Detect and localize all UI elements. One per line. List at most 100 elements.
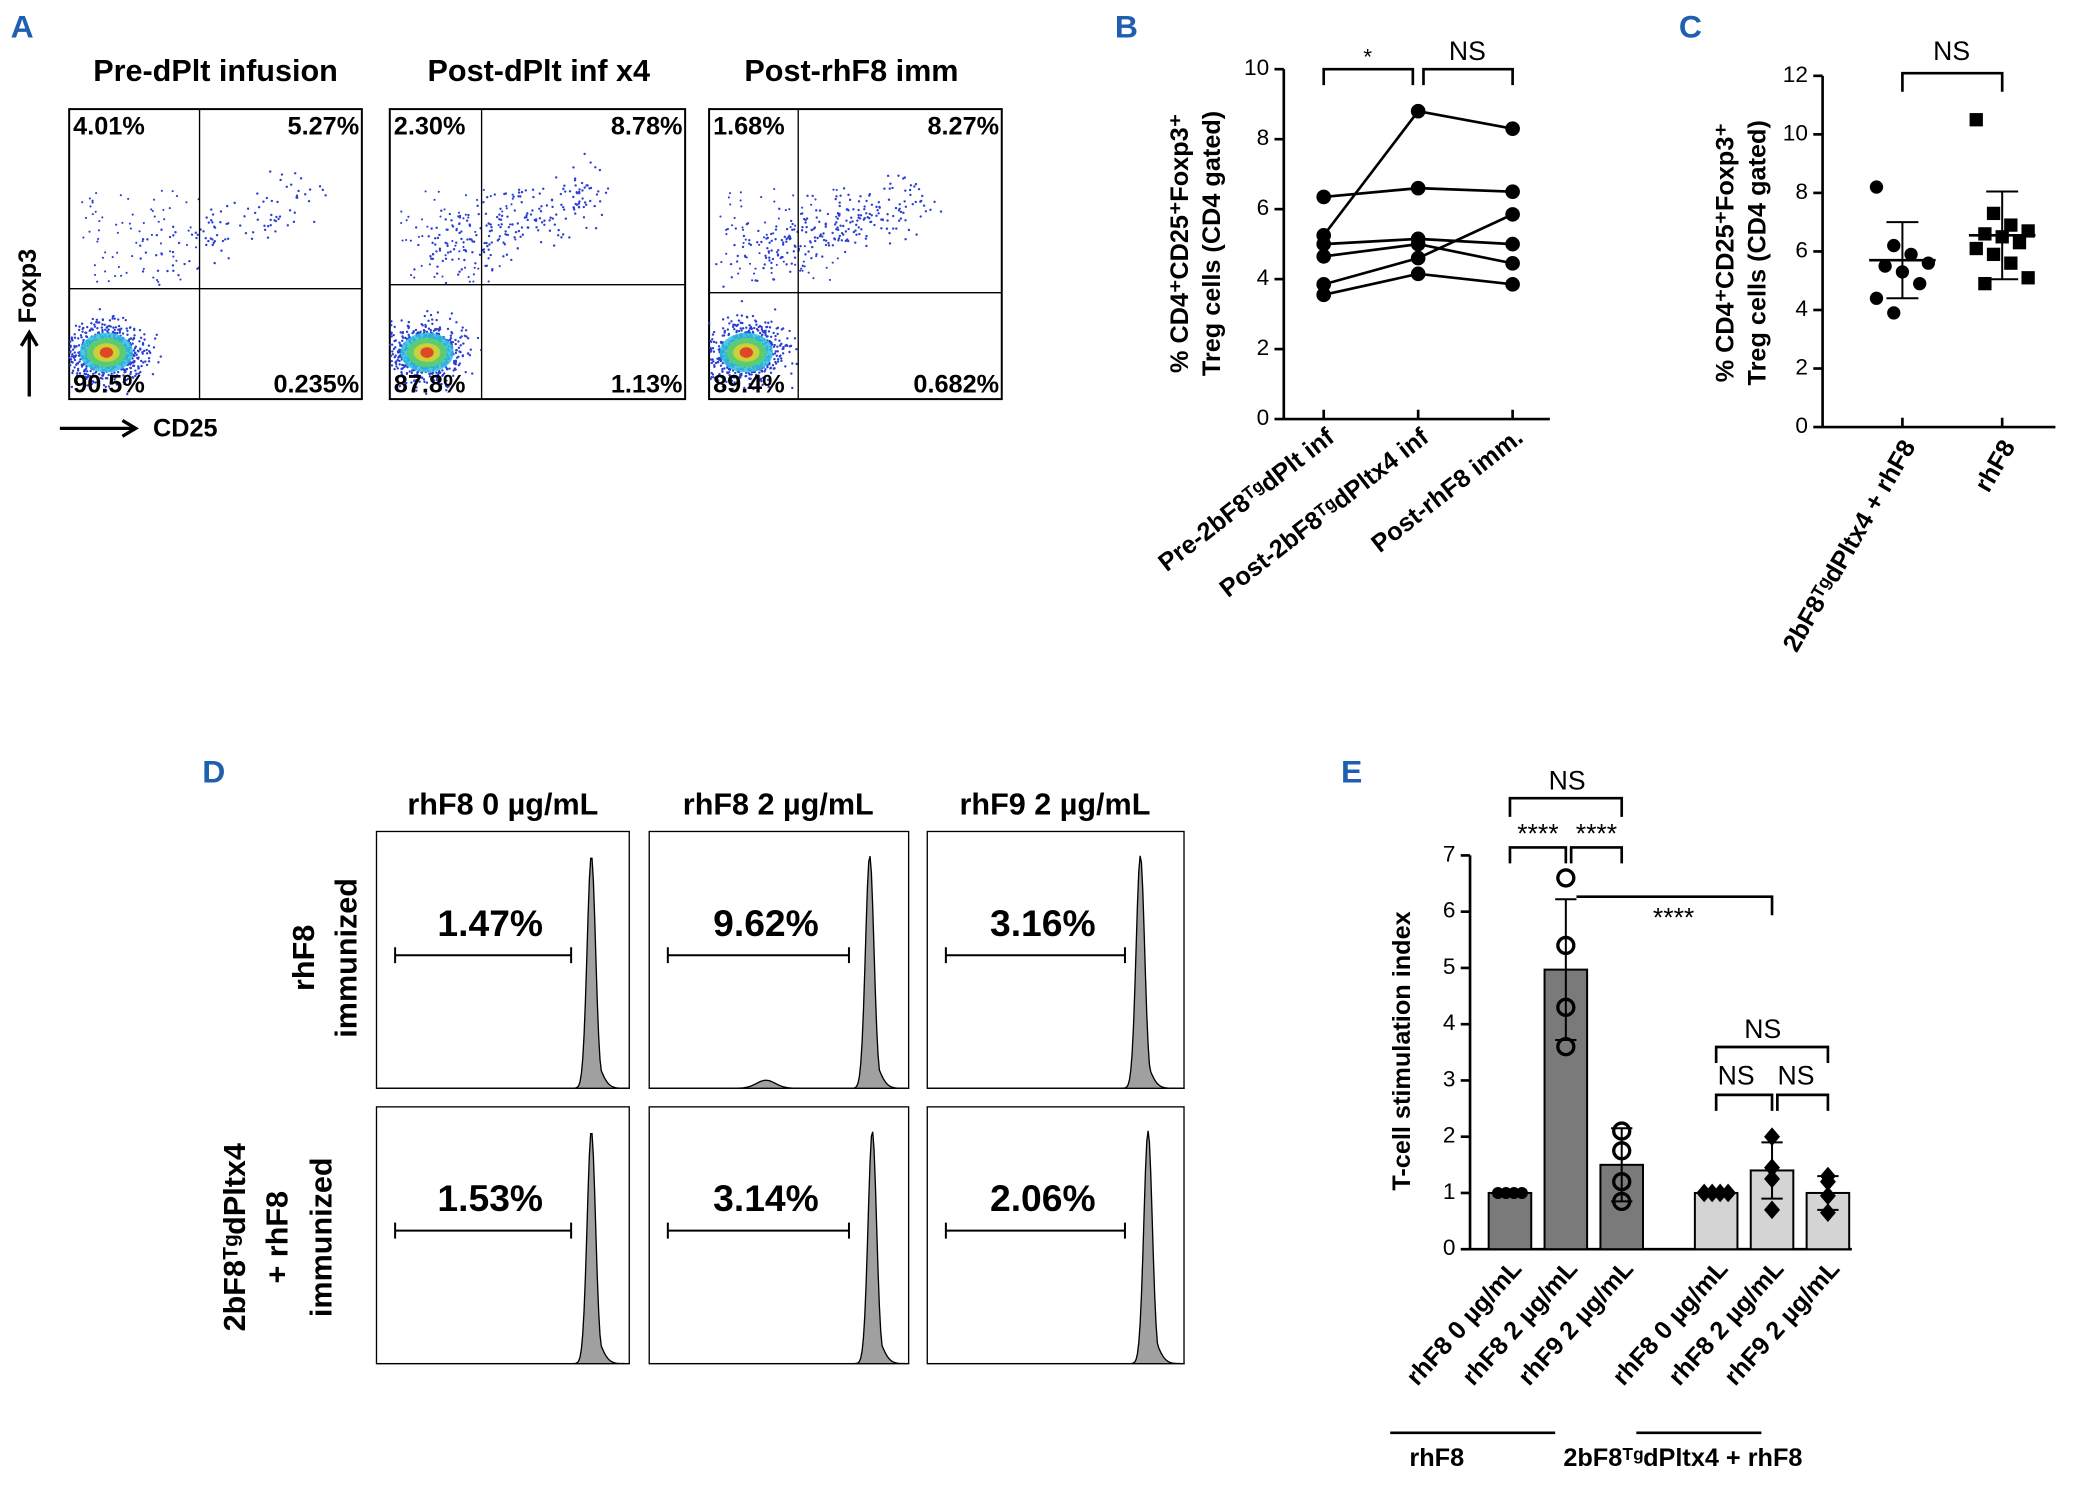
- flow-dot: [739, 372, 742, 376]
- flow-dot: [748, 238, 751, 242]
- flow-dot: [793, 337, 797, 340]
- flow-dot: [118, 329, 122, 332]
- flow-dot: [838, 234, 842, 238]
- flow-dot: [435, 250, 438, 253]
- flow-dot: [392, 333, 395, 337]
- plot-frame: [388, 108, 687, 401]
- quadrant-label: 87.8%: [394, 370, 466, 398]
- flow-dot: [831, 244, 835, 247]
- flow-dot: [731, 387, 734, 391]
- flow-dot: [432, 375, 435, 379]
- flow-dot: [827, 241, 830, 245]
- flow-dot: [500, 223, 503, 226]
- flow-dot: [857, 200, 861, 203]
- flow-dot: [437, 190, 440, 193]
- flow-dot: [908, 188, 912, 192]
- flow-dot: [764, 329, 767, 332]
- flow-dot: [709, 339, 712, 343]
- flow-dot: [563, 184, 566, 187]
- flow-dot: [110, 374, 113, 377]
- flow-dot: [219, 221, 222, 224]
- error-bar: [1886, 221, 1919, 300]
- flow-dot: [720, 261, 723, 264]
- flow-dot: [410, 381, 413, 384]
- flow-dot: [126, 329, 129, 333]
- y-axis-label: T-cell stimulation index: [1388, 911, 1416, 1190]
- flow-dot: [776, 350, 779, 353]
- flow-dot: [131, 213, 134, 216]
- significance-bracket: [1422, 67, 1514, 86]
- flow-dot: [117, 265, 120, 269]
- flow-dot: [810, 256, 813, 260]
- flow-dot: [740, 205, 743, 208]
- flow-dot: [711, 333, 715, 336]
- flow-dot: [94, 381, 97, 384]
- flow-dot: [86, 325, 89, 329]
- flow-dot: [760, 196, 763, 199]
- flow-dot: [818, 235, 822, 238]
- flow-dot: [717, 374, 721, 377]
- flow-dot: [727, 371, 731, 374]
- flow-dot: [760, 325, 763, 329]
- flow-dot: [836, 217, 839, 220]
- flow-dot: [187, 229, 190, 232]
- flow-dot: [498, 265, 501, 268]
- flow-dot: [147, 344, 151, 347]
- flow-dot: [852, 208, 855, 211]
- flow-dot: [598, 168, 602, 172]
- flow-dot: [748, 242, 751, 245]
- flow-dot: [777, 217, 780, 220]
- flow-dot: [842, 233, 845, 236]
- flow-dot: [458, 250, 461, 253]
- flow-dot: [454, 368, 457, 371]
- flow-dot: [135, 241, 138, 244]
- flow-dot: [770, 239, 773, 242]
- flow-dot: [744, 374, 748, 378]
- flow-dot: [461, 326, 464, 329]
- flow-dot: [775, 251, 778, 254]
- flow-dot: [911, 202, 914, 206]
- flow-dot: [407, 215, 410, 218]
- flow-dot: [126, 392, 129, 396]
- flow-dot: [731, 325, 735, 329]
- flow-dot: [444, 281, 448, 285]
- flow-dot: [212, 241, 215, 245]
- flow-dot: [846, 208, 849, 211]
- flow-dot: [89, 369, 92, 373]
- flow-dot: [711, 358, 714, 361]
- flow-dot: [859, 195, 862, 198]
- y-tick-label: 6: [1257, 195, 1270, 220]
- row-label: rhF8: [287, 925, 321, 991]
- flow-dot: [535, 226, 538, 229]
- flow-dot: [91, 380, 95, 383]
- flow-dot: [84, 216, 88, 220]
- flow-dot: [785, 240, 788, 243]
- flow-dot: [517, 229, 521, 233]
- flow-dot: [727, 367, 731, 371]
- flow-dot: [799, 212, 802, 216]
- flow-dot: [876, 208, 879, 212]
- flow-dot: [225, 222, 228, 226]
- flow-dot: [789, 344, 793, 348]
- data-point: [1764, 1158, 1781, 1177]
- flow-dot: [724, 228, 728, 231]
- flow-dot: [137, 365, 140, 368]
- flow-dot: [75, 374, 79, 377]
- flow-dot: [907, 228, 911, 232]
- flow-dot: [448, 317, 452, 321]
- y-tick-label: 6: [1443, 898, 1456, 923]
- flow-dot: [398, 359, 401, 363]
- y-tick-label: 2: [1795, 354, 1808, 379]
- flow-dot: [243, 215, 246, 218]
- flow-dot: [888, 231, 891, 235]
- data-point: [1410, 250, 1426, 266]
- flow-dot: [751, 380, 754, 383]
- flow-dot: [278, 215, 282, 218]
- flow-dot: [436, 236, 440, 240]
- flow-dot: [153, 215, 156, 218]
- flow-dot: [95, 191, 98, 195]
- y-tick-label: 2: [1257, 335, 1270, 360]
- data-point: [1819, 1186, 1836, 1206]
- flow-dot: [423, 329, 426, 333]
- flow-dot: [71, 371, 74, 375]
